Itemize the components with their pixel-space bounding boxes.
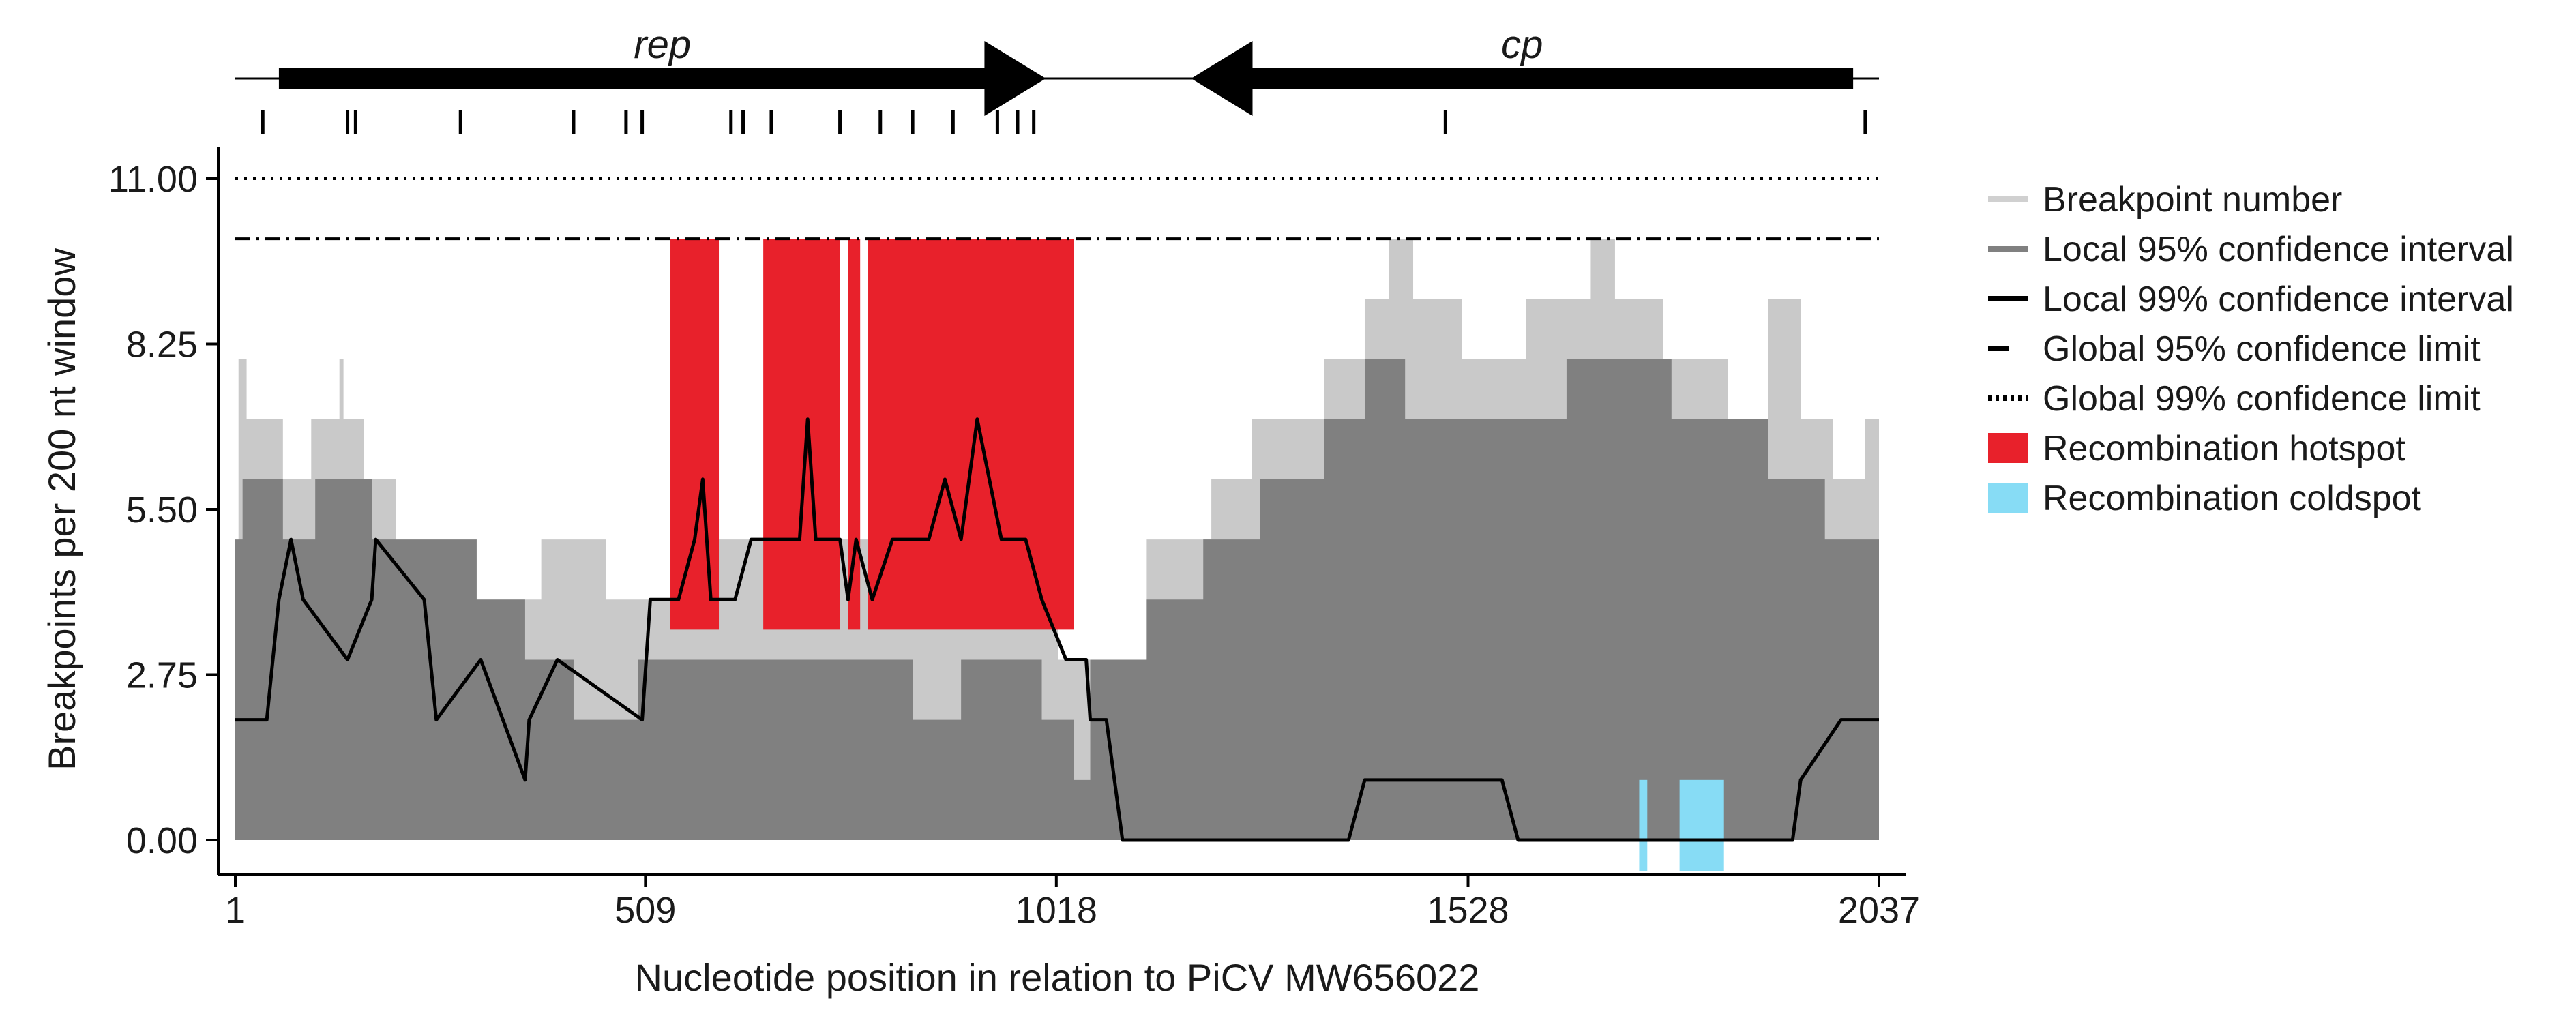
hotspot-regions xyxy=(670,239,1074,630)
axes: 0.00 2.75 5.50 8.25 11.00 1 509 1018 1528 2037 Nuc… xyxy=(40,147,1920,999)
hotspot-region xyxy=(763,239,840,630)
legend-swatch xyxy=(1988,483,2028,513)
y-tick-label: 11.00 xyxy=(108,159,198,200)
density-areas xyxy=(235,239,1879,840)
y-tick-label: 0.00 xyxy=(126,820,198,861)
global-limits xyxy=(235,177,1879,241)
local-99-ci-line xyxy=(235,417,1879,842)
hotspot-region xyxy=(1054,239,1074,630)
x-tick-label: 1528 xyxy=(1427,890,1509,931)
legend-swatch xyxy=(1988,433,2028,463)
rep-gene-arrow xyxy=(278,41,1046,116)
y-tick-label: 2.75 xyxy=(126,655,198,696)
legend-label: Recombination hotspot xyxy=(2043,429,2405,468)
hotspot-region xyxy=(868,239,1054,630)
cp-gene-label: cp xyxy=(1501,23,1543,67)
rep-gene-label: rep xyxy=(634,23,691,67)
legend-label: Global 95% confidence limit xyxy=(2043,329,2481,369)
legend-label: Breakpoint number xyxy=(2043,180,2342,220)
legend-label: Recombination coldspot xyxy=(2043,479,2422,518)
hotspot-region xyxy=(670,239,720,630)
y-tick-label: 8.25 xyxy=(126,325,198,365)
x-axis-title: Nucleotide position in relation to PiCV … xyxy=(635,956,1480,999)
coldspot-region xyxy=(1639,779,1648,871)
hotspot-region xyxy=(848,239,861,630)
y-tick-label: 5.50 xyxy=(126,490,198,531)
x-tick-label: 2037 xyxy=(1838,890,1920,931)
x-tick-label: 1 xyxy=(225,890,246,931)
cp-gene-arrow xyxy=(1191,41,1854,116)
x-tick-label: 1018 xyxy=(1016,890,1097,931)
legend-label: Local 99% confidence interval xyxy=(2043,280,2514,319)
ci99-line-layer xyxy=(235,417,1879,842)
coldspot-region xyxy=(1679,779,1724,871)
gene-map: rep cp xyxy=(235,23,1879,134)
local-95-ci-area xyxy=(235,359,1879,840)
coldspot-regions xyxy=(1639,779,1724,871)
x-tick-label: 509 xyxy=(615,890,676,931)
legend-label: Global 99% confidence limit xyxy=(2043,379,2481,419)
legend-label: Local 95% confidence interval xyxy=(2043,230,2514,269)
legend: Breakpoint number Local 95% confidence in… xyxy=(1988,180,2514,518)
y-axis-title: Breakpoints per 200 nt window xyxy=(40,248,83,771)
